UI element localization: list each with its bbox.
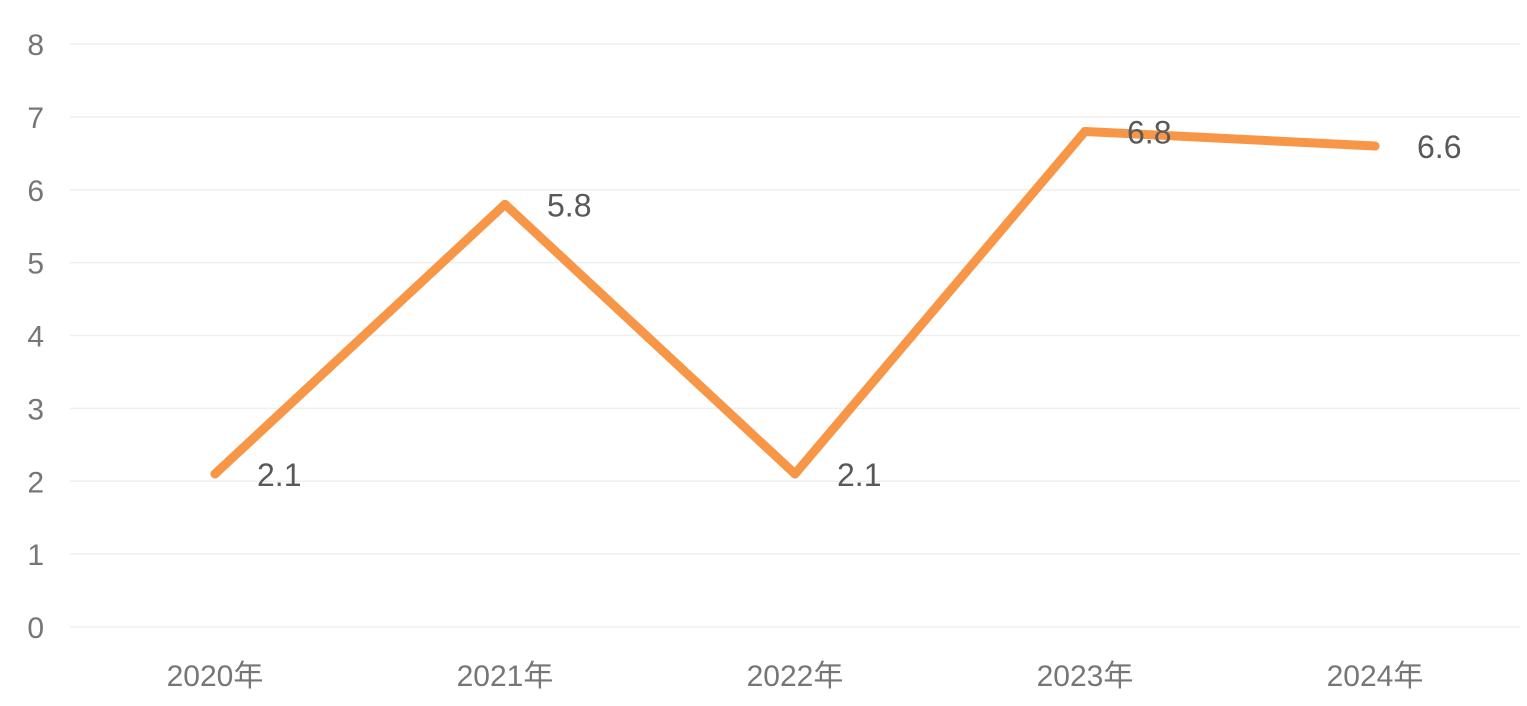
data-label: 6.8 <box>1127 114 1171 150</box>
data-point <box>500 199 510 209</box>
data-label: 6.6 <box>1417 129 1461 165</box>
data-point <box>210 469 220 479</box>
x-tick-label: 2020年 <box>167 660 264 693</box>
y-axis-ticks: 0 1 2 3 4 5 6 7 8 <box>27 29 44 645</box>
y-tick-label: 7 <box>27 102 44 135</box>
data-point <box>1080 126 1090 136</box>
y-tick-label: 0 <box>27 612 44 645</box>
data-point <box>790 469 800 479</box>
y-tick-label: 6 <box>27 175 44 208</box>
x-tick-label: 2022年 <box>747 660 844 693</box>
y-tick-label: 4 <box>27 321 44 354</box>
y-tick-label: 8 <box>27 29 44 62</box>
x-tick-label: 2023年 <box>1037 660 1134 693</box>
data-label: 5.8 <box>547 187 591 223</box>
gridlines <box>70 43 1520 628</box>
data-labels: 2.1 5.8 2.1 6.8 6.6 <box>257 114 1461 493</box>
x-tick-label: 2021年 <box>457 660 554 693</box>
data-label: 2.1 <box>257 457 301 493</box>
y-tick-label: 3 <box>27 393 44 426</box>
series-layer <box>210 126 1380 479</box>
x-tick-label: 2024年 <box>1327 660 1424 693</box>
y-tick-label: 2 <box>27 466 44 499</box>
data-point <box>1370 141 1380 151</box>
data-label: 2.1 <box>837 457 881 493</box>
y-tick-label: 5 <box>27 248 44 281</box>
y-tick-label: 1 <box>27 539 44 572</box>
series-line <box>210 126 1380 479</box>
x-axis-ticks: 2020年 2021年 2022年 2023年 2024年 <box>167 660 1424 693</box>
